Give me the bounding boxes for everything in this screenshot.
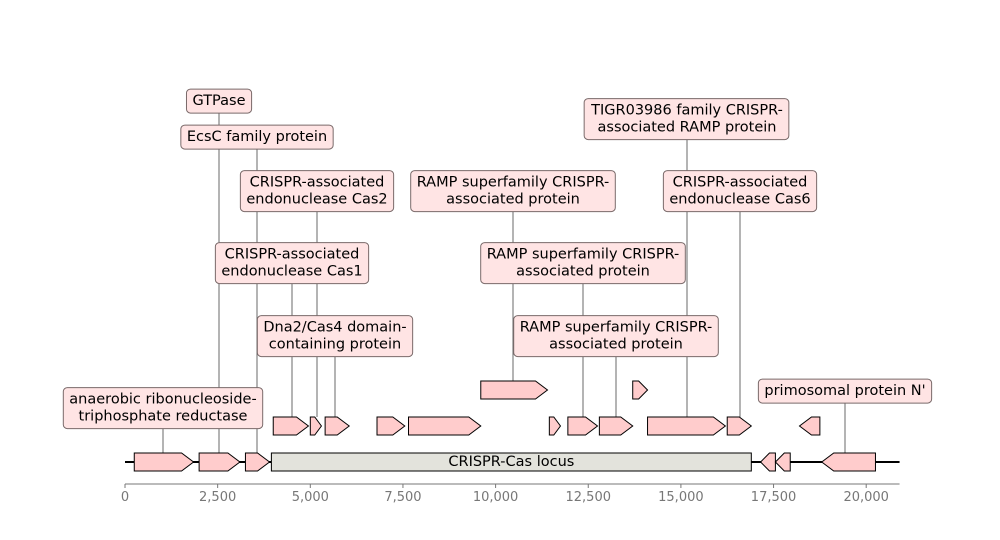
label-text-g9: RAMP superfamily CRISPR-associated prote… [417, 175, 610, 208]
label-line: triphosphate reductase [79, 409, 248, 425]
label-g2: GTPase [185, 88, 253, 114]
label-line: anaerobic ribonucleoside- [69, 392, 256, 408]
label-line: associated protein [446, 192, 580, 208]
label-line: RAMP superfamily CRISPR- [417, 175, 610, 191]
label-text-g11: RAMP superfamily CRISPR-associated prote… [487, 247, 680, 280]
x-tick-label: 20,000 [843, 490, 889, 505]
locus-box [270, 452, 752, 472]
label-g5: CRISPR-associated endonuclease Cas2 [239, 170, 395, 213]
x-axis: 0 2,500 5,000 7,500 10,000 12,500 15,000 17,500… [121, 483, 900, 505]
x-tick-label: 2,500 [199, 490, 236, 505]
x-tick-label: 5,000 [292, 490, 329, 505]
gene-arrow-g3 [244, 452, 271, 472]
label-box-g5 [239, 170, 395, 213]
gene-arrow-g9 [480, 380, 549, 400]
label-text-g4: CRISPR-associated endonuclease Cas1 [221, 247, 362, 280]
label-box-g14 [583, 98, 790, 141]
gene-arrow-g13 [632, 380, 649, 400]
label-line: CRISPR-associated [225, 247, 360, 263]
label-line: associated RAMP protein [598, 120, 777, 136]
label-text-g12: RAMP superfamily CRISPR-associated prote… [520, 320, 713, 353]
gene-arrow-g1 [133, 452, 195, 472]
label-box-g11 [480, 242, 686, 285]
label-g6: Dna2/Cas4 domain-containing protein [256, 315, 414, 358]
label-box-g4 [214, 242, 370, 285]
label-line: EcsC family protein [187, 129, 327, 145]
x-tick-label: 10,000 [473, 490, 519, 505]
label-text-g15: CRISPR-associated endonuclease Cas6 [669, 175, 810, 208]
label-line: containing protein [269, 337, 401, 353]
gene-arrow-g7 [376, 416, 406, 436]
label-line: primosomal protein N' [764, 383, 925, 399]
label-text-g1: anaerobic ribonucleoside-triphosphate re… [69, 392, 256, 425]
label-g9: RAMP superfamily CRISPR-associated prote… [410, 170, 616, 213]
gene-arrow-g16 [759, 452, 776, 472]
gene-arrow-g15 [726, 416, 753, 436]
label-text-g19: primosomal protein N' [764, 383, 925, 399]
x-tick-label: 7,500 [384, 490, 421, 505]
gene-arrow-g14 [647, 416, 727, 436]
locus-label: CRISPR-Cas locus [448, 454, 574, 470]
gene-arrow-g6 [324, 416, 351, 436]
label-line: associated protein [549, 337, 683, 353]
label-line: TIGR03986 family CRISPR- [590, 103, 783, 119]
label-box-g1 [62, 387, 264, 430]
label-box-g12 [513, 315, 719, 358]
label-line: CRISPR-associated [250, 175, 385, 191]
label-text-g2: GTPase [192, 93, 245, 109]
gene-arrow-g11 [567, 416, 599, 436]
label-line: endonuclease Cas1 [221, 264, 362, 280]
label-g3: EcsC family protein [180, 124, 334, 150]
label-g15: CRISPR-associated endonuclease Cas6 [662, 170, 818, 213]
gene-arrow-g17 [774, 452, 791, 472]
label-line: Dna2/Cas4 domain- [263, 320, 406, 336]
gene-labels: anaerobic ribonucleoside-triphosphate re… [62, 88, 933, 430]
label-box-g15 [662, 170, 818, 213]
label-text-g14: TIGR03986 family CRISPR-associated RAMP … [590, 103, 783, 136]
label-line: endonuclease Cas2 [246, 192, 387, 208]
label-g1: anaerobic ribonucleoside-triphosphate re… [62, 387, 264, 430]
label-g14: TIGR03986 family CRISPR-associated RAMP … [583, 98, 790, 141]
label-line: RAMP superfamily CRISPR- [487, 247, 680, 263]
label-g12: RAMP superfamily CRISPR-associated prote… [513, 315, 719, 358]
x-tick-label: 17,500 [751, 490, 797, 505]
x-tick-label: 15,000 [658, 490, 704, 505]
label-box-g6 [256, 315, 414, 358]
label-text-g6: Dna2/Cas4 domain-containing protein [263, 320, 406, 353]
label-line: GTPase [192, 93, 245, 109]
label-box-g2 [185, 88, 253, 114]
x-tick-label: 0 [121, 490, 129, 505]
gene-arrow-g8 [408, 416, 482, 436]
gene-arrow-g19 [820, 452, 876, 472]
label-text-g5: CRISPR-associated endonuclease Cas2 [246, 175, 387, 208]
gene-arrow-g18 [798, 416, 821, 436]
x-tick-label: 12,500 [566, 490, 612, 505]
label-g19: primosomal protein N' [757, 378, 933, 404]
gene-arrow-g5 [309, 416, 323, 436]
label-line: associated protein [516, 264, 650, 280]
gene-arrows [133, 380, 876, 472]
gene-arrow-g2 [198, 452, 241, 472]
label-line: RAMP superfamily CRISPR- [520, 320, 713, 336]
label-g4: CRISPR-associated endonuclease Cas1 [214, 242, 370, 285]
label-line: CRISPR-associated [673, 175, 808, 191]
label-line: endonuclease Cas6 [669, 192, 810, 208]
crispr-cas-locus: CRISPR-Cas locus [270, 452, 752, 472]
gene-arrow-g12 [598, 416, 634, 436]
gene-arrow-g4 [272, 416, 310, 436]
label-box-g3 [180, 124, 334, 150]
gene-arrow-g10 [548, 416, 562, 436]
label-text-g3: EcsC family protein [187, 129, 327, 145]
label-box-g19 [757, 378, 933, 404]
label-g11: RAMP superfamily CRISPR-associated prote… [480, 242, 686, 285]
label-box-g9 [410, 170, 616, 213]
